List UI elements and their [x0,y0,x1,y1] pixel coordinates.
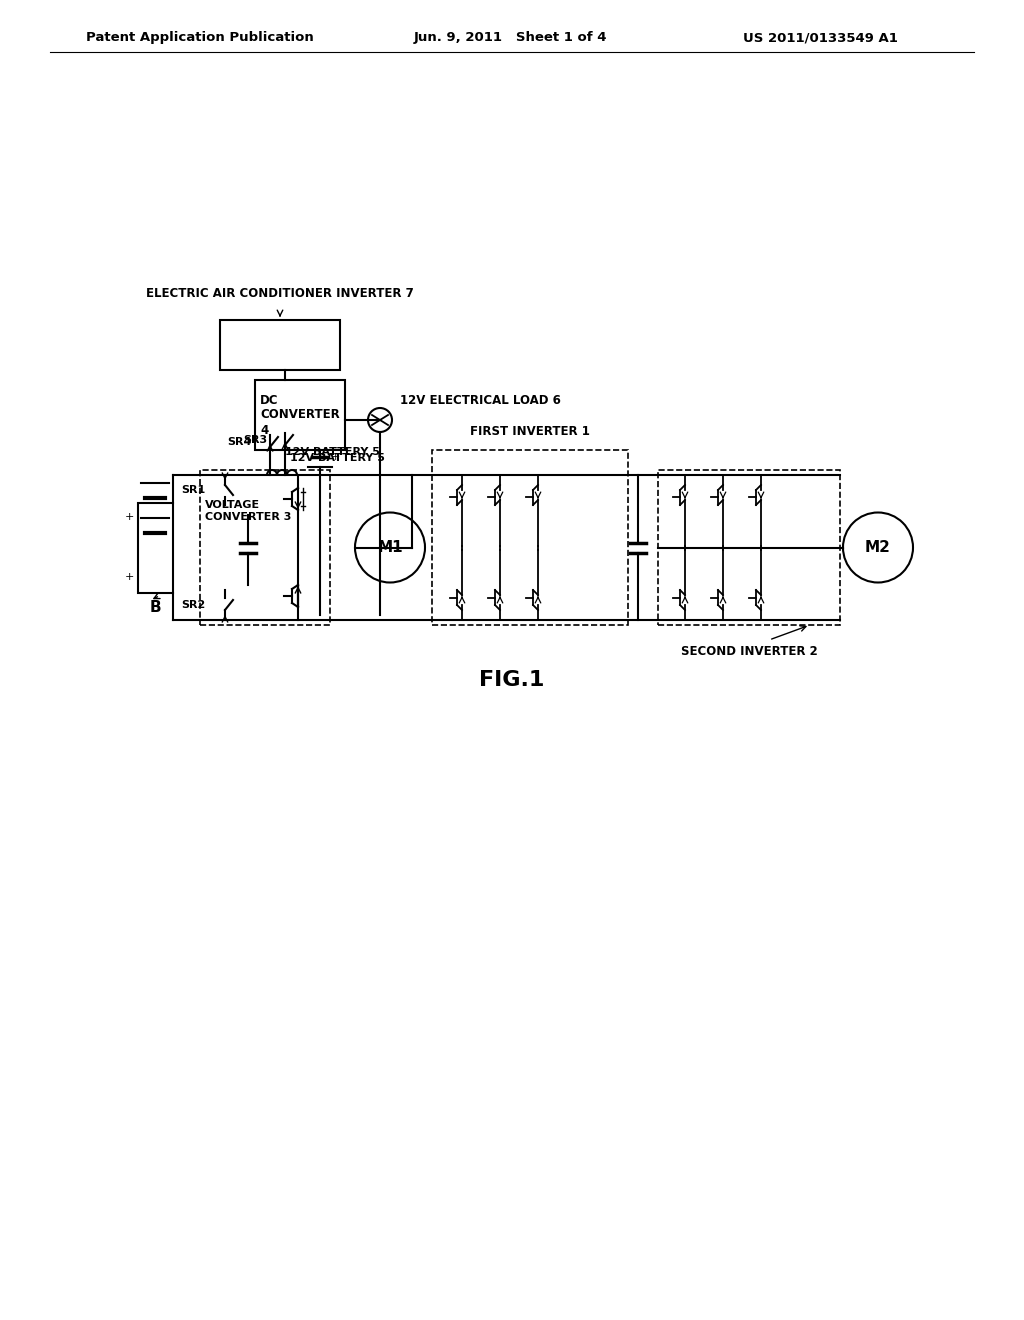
Text: Patent Application Publication: Patent Application Publication [86,32,314,45]
Bar [255,380,345,450]
Text: FIRST INVERTER 1: FIRST INVERTER 1 [470,425,590,438]
Text: FIG.1: FIG.1 [479,671,545,690]
Text: B: B [150,601,161,615]
Bar [658,470,840,624]
Circle shape [843,512,913,582]
Text: ELECTRIC AIR CONDITIONER INVERTER 7: ELECTRIC AIR CONDITIONER INVERTER 7 [146,286,414,300]
Text: M2: M2 [865,540,891,554]
Text: +: + [331,451,340,462]
Circle shape [355,512,425,582]
Text: SR2: SR2 [181,601,205,610]
Text: +: + [125,512,134,523]
Text: DC
CONVERTER
4: DC CONVERTER 4 [260,393,340,437]
Text: SR3: SR3 [243,436,267,445]
Bar [432,450,628,624]
Bar [200,470,330,624]
Text: +: + [125,573,134,582]
Circle shape [368,408,392,432]
Text: Jun. 9, 2011   Sheet 1 of 4: Jun. 9, 2011 Sheet 1 of 4 [414,32,607,45]
Text: 12V BATTERY 5: 12V BATTERY 5 [285,447,380,457]
Text: SR4: SR4 [227,437,252,447]
Text: M1: M1 [377,540,402,554]
Text: SECOND INVERTER 2: SECOND INVERTER 2 [681,645,817,657]
Text: VOLTAGE
CONVERTER 3: VOLTAGE CONVERTER 3 [205,500,292,521]
Text: US 2011/0133549 A1: US 2011/0133549 A1 [742,32,897,45]
Text: SR1: SR1 [181,484,205,495]
Text: 12V ELECTRICAL LOAD 6: 12V ELECTRICAL LOAD 6 [400,393,561,407]
Text: 12V BATTERY 5: 12V BATTERY 5 [290,453,385,463]
Bar [220,319,340,370]
Bar [137,503,172,593]
